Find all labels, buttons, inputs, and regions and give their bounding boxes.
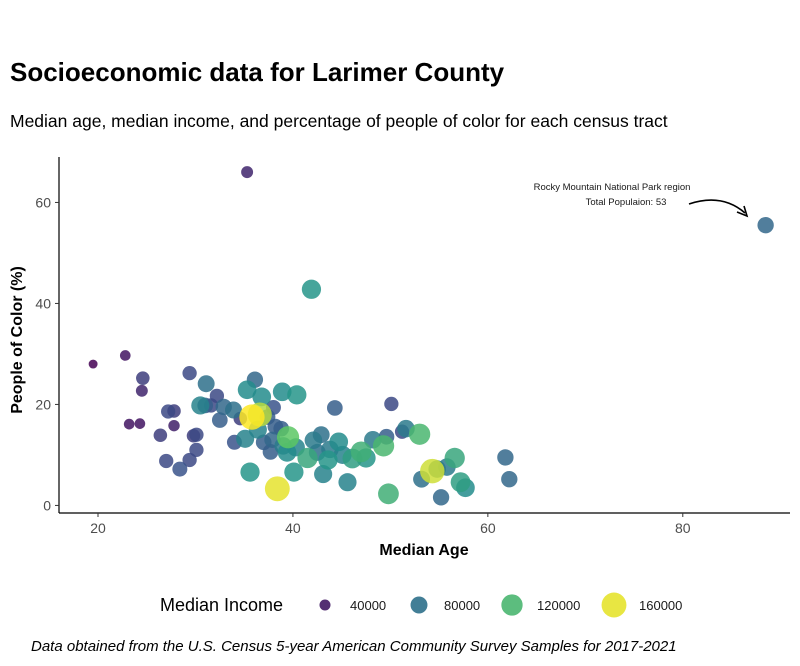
data-point <box>211 412 228 428</box>
legend-label: 120000 <box>537 598 580 613</box>
data-point <box>408 423 431 445</box>
axes <box>58 157 790 514</box>
data-point <box>444 447 465 469</box>
data-point <box>287 385 307 405</box>
x-tick-label: 20 <box>90 520 106 536</box>
x-tick-label: 80 <box>675 520 691 536</box>
data-point <box>197 375 215 393</box>
data-point <box>88 359 98 369</box>
data-points <box>88 166 774 506</box>
data-point <box>264 476 290 502</box>
data-point <box>136 371 150 385</box>
data-point <box>135 384 148 397</box>
data-point <box>372 435 395 457</box>
annotation-line-1: Rocky Mountain National Park region <box>534 182 691 193</box>
data-point <box>159 453 174 469</box>
data-point <box>420 458 445 484</box>
data-point <box>252 387 272 407</box>
data-point <box>123 418 135 430</box>
data-point <box>378 483 399 505</box>
data-point <box>432 489 450 506</box>
y-tick-label: 0 <box>43 497 51 513</box>
data-point <box>318 450 338 470</box>
data-point <box>297 447 318 469</box>
data-point <box>240 462 260 482</box>
data-point <box>236 429 255 448</box>
ticks: 20 40 60 80 0 20 40 60 <box>35 194 690 536</box>
data-point <box>189 427 204 442</box>
data-point <box>172 461 188 477</box>
data-point <box>326 400 343 416</box>
data-point <box>224 401 242 419</box>
y-tick-label: 40 <box>35 295 51 311</box>
data-point <box>134 418 146 429</box>
x-tick-label: 40 <box>285 520 301 536</box>
data-point <box>276 426 300 449</box>
data-point <box>384 396 399 412</box>
data-point <box>168 419 180 432</box>
data-point <box>239 404 265 430</box>
data-point <box>209 388 225 403</box>
data-point <box>301 279 322 299</box>
data-point <box>450 472 471 493</box>
size-legend: Median Income 40000 80000 120000 160000 <box>160 592 682 618</box>
legend-key <box>501 594 523 616</box>
data-point <box>304 431 323 450</box>
data-point <box>191 396 210 415</box>
data-point <box>182 365 197 381</box>
chart-title: Socioeconomic data for Larimer County <box>10 57 505 87</box>
data-point <box>161 404 176 419</box>
annotation: Rocky Mountain National Park region Tota… <box>534 182 749 218</box>
annotation-arrow <box>688 199 746 214</box>
chart-caption: Data obtained from the U.S. Census 5-yea… <box>31 638 677 655</box>
annotation-arrowhead <box>736 205 749 218</box>
y-axis-title: People of Color (%) <box>9 266 26 414</box>
legend-key <box>410 596 428 614</box>
data-point <box>497 449 514 466</box>
legend-key <box>319 599 331 611</box>
data-point <box>272 382 292 402</box>
legend-label: 160000 <box>639 598 682 613</box>
legend-label: 80000 <box>444 598 480 613</box>
data-point <box>329 432 349 452</box>
data-point <box>241 166 254 179</box>
legend-title: Median Income <box>160 595 283 615</box>
y-tick-label: 60 <box>35 194 51 210</box>
data-point <box>182 452 197 468</box>
y-tick-label: 20 <box>35 396 51 412</box>
data-point <box>262 444 279 460</box>
data-point <box>153 428 168 443</box>
annotation-line-2: Total Populaion: 53 <box>586 197 667 208</box>
data-point <box>501 471 518 488</box>
data-point <box>338 473 357 492</box>
data-point <box>119 350 131 361</box>
data-point <box>350 441 372 463</box>
x-axis-title: Median Age <box>379 542 468 559</box>
data-point <box>757 217 774 234</box>
x-tick-label: 60 <box>480 520 496 536</box>
chart-subtitle: Median age, median income, and percentag… <box>10 111 668 131</box>
data-point <box>237 380 257 400</box>
data-point <box>189 442 204 458</box>
data-point <box>284 462 304 482</box>
legend-key <box>601 592 627 618</box>
legend-label: 40000 <box>350 598 386 613</box>
